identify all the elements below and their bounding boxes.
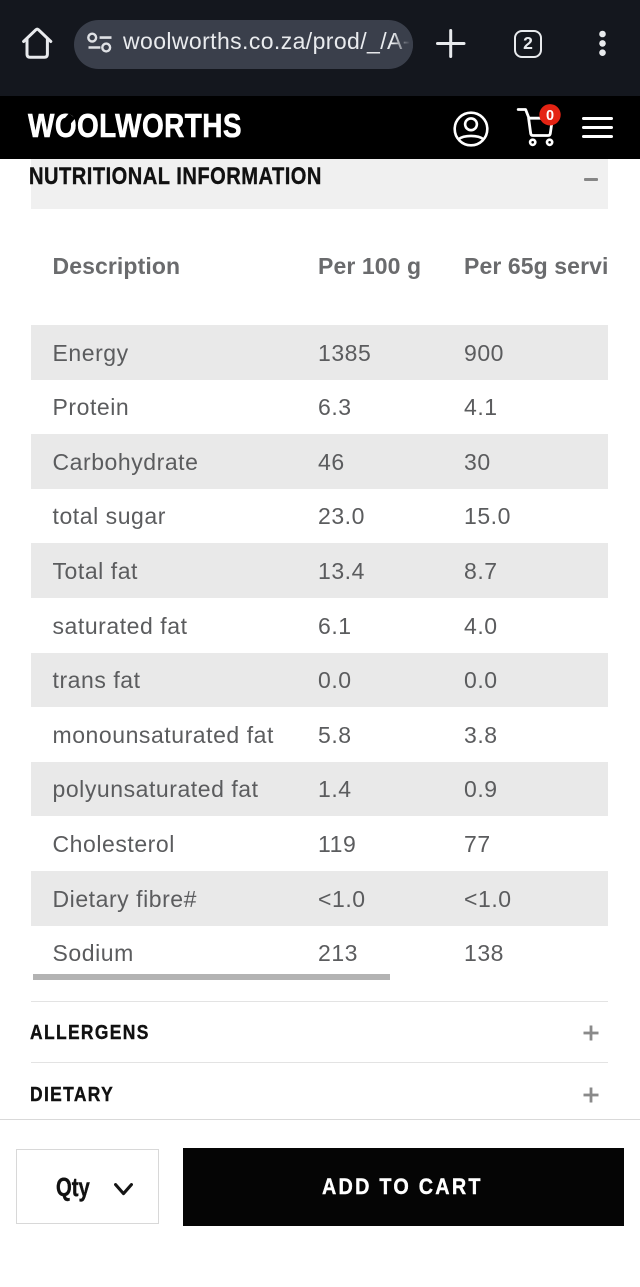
svg-text:0: 0 — [546, 108, 554, 124]
